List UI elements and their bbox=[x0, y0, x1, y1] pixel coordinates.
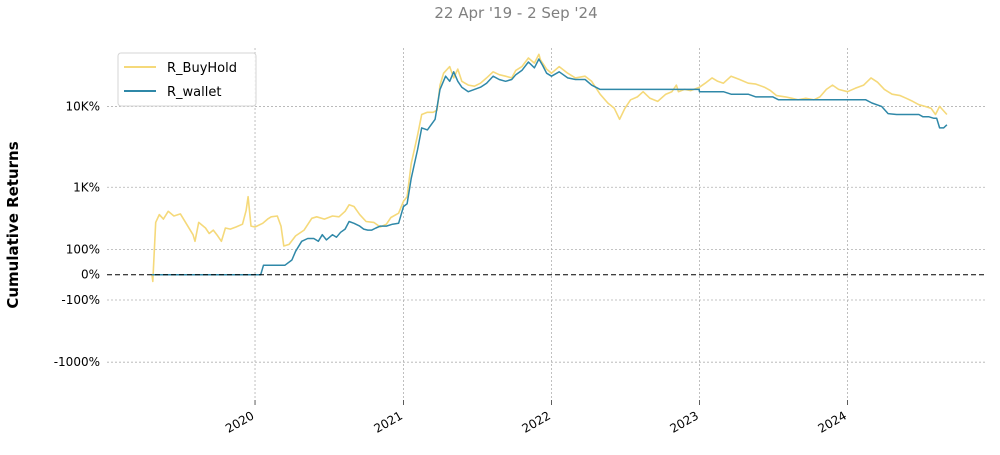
chart-subtitle: 22 Apr '19 - 2 Sep '24 bbox=[434, 4, 597, 22]
legend-label-r-wallet: R_wallet bbox=[167, 85, 221, 100]
x-tick-label: 2020 bbox=[223, 408, 256, 435]
y-tick-label: 1K% bbox=[73, 180, 100, 194]
series-line-r-wallet bbox=[152, 58, 948, 276]
y-tick-labels: -1000% -100% 0% 100% 1K% 10K% bbox=[54, 99, 100, 369]
y-axis-label: Cumulative Returns bbox=[4, 141, 22, 308]
x-tick-label: 2021 bbox=[371, 408, 404, 435]
y-tick-label: -1000% bbox=[54, 355, 100, 369]
legend-label-r-buyhold: R_BuyHold bbox=[167, 61, 237, 76]
x-tick-label: 2024 bbox=[816, 408, 849, 435]
series-line-r-buyhold bbox=[151, 53, 948, 283]
y-tick-label: 0% bbox=[81, 268, 100, 282]
series-lines bbox=[151, 53, 948, 283]
y-tick-label: -100% bbox=[61, 293, 100, 307]
y-tick-label: 100% bbox=[66, 242, 100, 256]
x-gridlines bbox=[254, 48, 848, 405]
y-tick-label: 10K% bbox=[65, 99, 100, 113]
y-gridlines bbox=[107, 106, 985, 363]
x-tick-labels: 2020 2021 2022 2023 2024 bbox=[223, 408, 849, 435]
legend: R_BuyHold R_wallet bbox=[117, 52, 257, 107]
x-tick-label: 2022 bbox=[520, 408, 553, 435]
x-tick-label: 2023 bbox=[668, 408, 701, 435]
